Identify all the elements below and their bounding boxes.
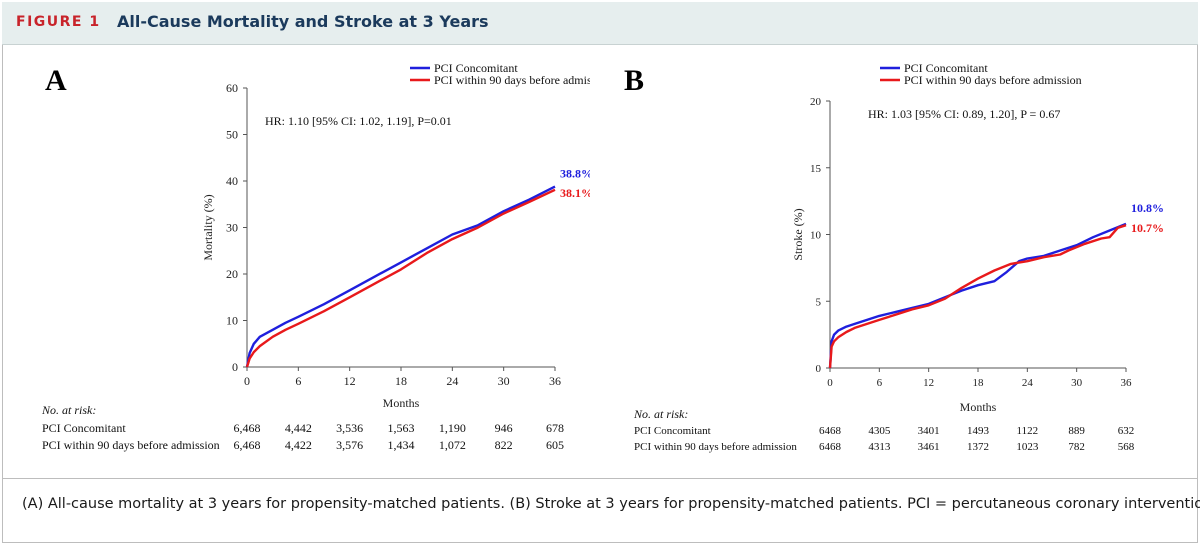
chart-a-x-tick-label: 18 — [395, 374, 407, 388]
chart-a-series-line-within-90-days — [245, 188, 556, 368]
chart-b-y-tick-label: 15 — [810, 163, 822, 175]
chart-a-at-risk-value: 1,190 — [439, 421, 466, 435]
chart-a-x-tick-label: 30 — [498, 374, 510, 388]
chart-a-at-risk-value: 6,468 — [234, 421, 261, 435]
chart-b-y-tick-label: 20 — [810, 96, 822, 108]
chart-a-y-tick-label: 0 — [232, 360, 238, 374]
chart-a-y-tick-label: 60 — [226, 81, 238, 95]
chart-b-legend-label: PCI within 90 days before admission — [904, 73, 1082, 87]
chart-b-end-label: 10.7% — [1131, 221, 1164, 235]
chart-a-at-risk-title: No. at risk: — [41, 403, 96, 417]
chart-b-at-risk-value: 1493 — [967, 425, 990, 437]
chart-a-x-tick-label: 6 — [295, 374, 301, 388]
caption-divider — [2, 478, 1198, 479]
chart-b-at-risk-value: 6468 — [819, 425, 842, 437]
chart-b-at-risk-value: 632 — [1118, 425, 1135, 437]
chart-b-x-axis-title: Months — [960, 400, 997, 414]
chart-b-y-axis-title: Stroke (%) — [791, 208, 805, 260]
chart-b-at-risk-value: 568 — [1118, 441, 1135, 453]
chart-a-y-tick-label: 40 — [226, 174, 238, 188]
chart-a-end-label: 38.8% — [560, 167, 590, 181]
figure-header: FIGURE 1 All-Cause Mortality and Stroke … — [2, 2, 1198, 45]
chart-b-panel-letter: B — [624, 64, 644, 97]
chart-b-at-risk-value: 3401 — [918, 425, 940, 437]
chart-a-at-risk-value: 4,422 — [285, 438, 312, 452]
chart-b-at-risk-value: 782 — [1068, 441, 1085, 453]
chart-a: A 0 10 20 30 40 50 60 0 6 12 18 24 30 36 Months Mortalit… — [41, 61, 590, 452]
chart-a-at-risk-value: 678 — [546, 421, 564, 435]
chart-b-hr-annotation: HR: 1.03 [95% CI: 0.89, 1.20], P = 0.67 — [868, 107, 1060, 121]
chart-b-x-tick-label: 0 — [827, 377, 833, 389]
chart-b-at-risk-value: 1372 — [967, 441, 989, 453]
chart-b-at-risk-title: No. at risk: — [633, 407, 688, 421]
chart-b-x-tick-label: 24 — [1022, 377, 1034, 389]
chart-b: B 0 5 10 15 20 0 6 12 18 24 30 36 Months Stroke (%) HR:… — [624, 61, 1164, 453]
chart-b-end-label: 10.8% — [1131, 201, 1164, 215]
chart-b-x-tick-label: 30 — [1071, 377, 1083, 389]
chart-a-at-risk-value: 3,576 — [336, 438, 363, 452]
chart-b-x-tick-label: 18 — [973, 377, 985, 389]
chart-a-at-risk-value: 822 — [495, 438, 513, 452]
figure-title: All-Cause Mortality and Stroke at 3 Year… — [117, 12, 489, 31]
chart-a-at-risk-value: 1,072 — [439, 438, 466, 452]
chart-a-x-tick-label: 0 — [244, 374, 250, 388]
chart-b-y-tick-label: 0 — [816, 363, 822, 375]
chart-a-at-risk-value: 1,563 — [388, 421, 415, 435]
chart-a-x-tick-label: 36 — [549, 374, 561, 388]
chart-b-at-risk-row-label: PCI within 90 days before admission — [634, 441, 797, 453]
chart-b-series-line-within-90-days — [828, 224, 1127, 369]
chart-a-at-risk-value: 946 — [495, 421, 513, 435]
chart-a-at-risk-value: 3,536 — [336, 421, 363, 435]
chart-b-x-tick-label: 12 — [923, 377, 934, 389]
chart-a-y-tick-label: 30 — [226, 221, 238, 235]
chart-a-y-tick-label: 10 — [226, 314, 238, 328]
chart-b-at-risk-value: 4313 — [868, 441, 891, 453]
chart-b-at-risk-row-label: PCI Concomitant — [634, 425, 711, 437]
chart-a-y-axis-title: Mortality (%) — [201, 194, 215, 260]
chart-b-legend-label: PCI Concomitant — [904, 61, 988, 75]
chart-a-series-line-concomitant — [245, 185, 556, 368]
chart-b-y-tick-label: 10 — [810, 230, 822, 242]
figure-caption: (A) All-cause mortality at 3 years for p… — [22, 496, 1200, 512]
chart-a-panel-letter: A — [45, 64, 67, 97]
chart-a-at-risk-value: 1,434 — [388, 438, 415, 452]
chart-a-legend-label: PCI Concomitant — [434, 61, 518, 75]
chart-b-at-risk-value: 1122 — [1017, 425, 1039, 437]
chart-b-at-risk-value: 6468 — [819, 441, 842, 453]
chart-a-at-risk-row-label: PCI within 90 days before admission — [42, 438, 220, 452]
chart-b-at-risk-value: 3461 — [918, 441, 940, 453]
chart-b-x-tick-label: 6 — [877, 377, 883, 389]
chart-a-y-tick-label: 20 — [226, 267, 238, 281]
figure-number: FIGURE 1 — [16, 14, 101, 30]
chart-a-x-axis-title: Months — [383, 396, 420, 410]
chart-a-at-risk-value: 4,442 — [285, 421, 312, 435]
chart-a-hr-annotation: HR: 1.10 [95% CI: 1.02, 1.19], P=0.01 — [265, 114, 452, 128]
chart-a-at-risk-value: 6,468 — [234, 438, 261, 452]
chart-a-legend-label: PCI within 90 days before admission — [434, 73, 590, 87]
chart-b-at-risk-value: 1023 — [1016, 441, 1039, 453]
chart-a-at-risk-value: 605 — [546, 438, 564, 452]
chart-b-at-risk-value: 4305 — [868, 425, 891, 437]
chart-a-at-risk-row-label: PCI Concomitant — [42, 421, 126, 435]
chart-a-x-tick-label: 12 — [344, 374, 356, 388]
chart-b-x-tick-label: 36 — [1121, 377, 1133, 389]
chart-b-at-risk-value: 889 — [1068, 425, 1085, 437]
chart-a-y-tick-label: 50 — [226, 128, 238, 142]
chart-a-end-label: 38.1% — [560, 186, 590, 200]
chart-a-x-tick-label: 24 — [446, 374, 458, 388]
chart-b-y-tick-label: 5 — [816, 296, 822, 308]
